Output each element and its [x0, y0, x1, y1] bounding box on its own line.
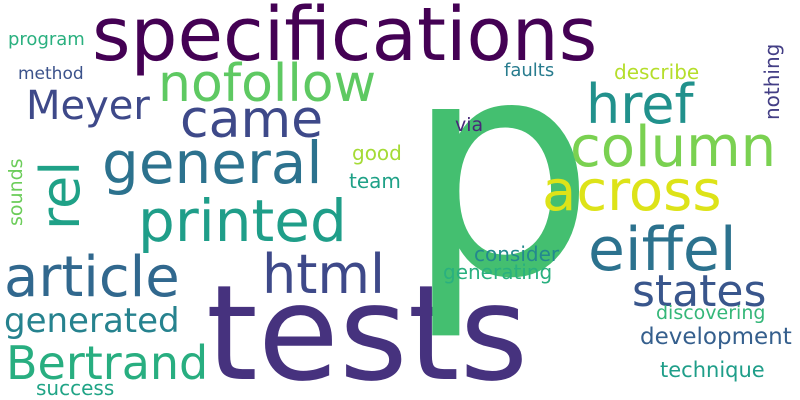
word-across: across: [542, 159, 722, 224]
word-generating: generating: [443, 260, 553, 284]
word-describe: describe: [614, 60, 700, 84]
word-rel: rel: [29, 160, 92, 230]
word-method: method: [18, 64, 84, 84]
word-success: success: [36, 376, 115, 400]
word-technique: technique: [660, 358, 765, 382]
word-team: team: [349, 169, 401, 193]
word-consider: consider: [474, 242, 560, 266]
word-column: column: [570, 115, 777, 180]
word-development: development: [640, 324, 792, 350]
word-via: via: [455, 114, 484, 136]
word-Meyer: Meyer: [26, 83, 150, 129]
word-faults: faults: [504, 60, 555, 81]
word-good: good: [352, 141, 402, 165]
word-discovering: discovering: [656, 302, 766, 324]
word-Bertrand: Bertrand: [6, 336, 209, 390]
word-article: article: [4, 245, 180, 310]
word-generated: generated: [4, 301, 180, 341]
word-sounds: sounds: [5, 158, 27, 226]
word-p: p: [405, 0, 596, 344]
word-href: href: [586, 73, 694, 136]
word-html: html: [262, 243, 386, 306]
word-general: general: [102, 129, 323, 197]
word-program: program: [8, 29, 85, 50]
word-nothing: nothing: [760, 43, 784, 120]
word-specifications: specifications: [92, 0, 598, 78]
word-nofollow: nofollow: [158, 54, 377, 114]
word-states: states: [632, 266, 767, 317]
word-printed: printed: [138, 187, 347, 255]
word-eiffel: eiffel: [588, 215, 737, 285]
word-came: came: [180, 90, 324, 150]
word-tests: tests: [206, 257, 529, 400]
